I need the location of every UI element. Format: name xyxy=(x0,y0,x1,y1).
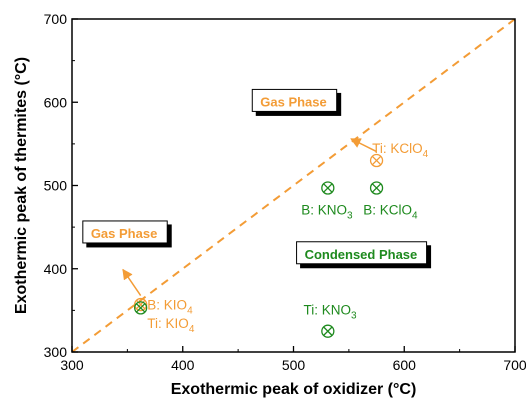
x-tick-label: 300 xyxy=(60,357,84,373)
phase-label: Gas Phase xyxy=(91,226,158,241)
y-axis-title: Exothermic peak of thermites (°C) xyxy=(13,57,30,314)
phase-annotations: Gas Phase Gas Phase Condensed Phase xyxy=(82,88,428,296)
y-tick-label: 300 xyxy=(44,344,68,360)
y-tick-label: 500 xyxy=(44,178,68,194)
phase-arrow xyxy=(122,268,142,296)
phase-label-box xyxy=(82,220,168,244)
phase-annotation: Gas Phase xyxy=(82,220,168,244)
x-tick-label: 600 xyxy=(393,357,417,373)
phase-annotation: Condensed Phase xyxy=(296,241,428,265)
data-point xyxy=(134,301,148,315)
y-tick-label: 600 xyxy=(44,94,68,110)
y-tick-label: 400 xyxy=(44,261,68,277)
data-points xyxy=(134,153,384,338)
axis-ticks xyxy=(71,18,516,353)
data-point xyxy=(321,324,335,338)
x-tick-label: 500 xyxy=(282,357,306,373)
data-point xyxy=(134,297,148,312)
data-point xyxy=(321,181,335,195)
x-axis-title: Exothermic peak of oxidizer (°C) xyxy=(171,381,417,398)
point-label: Ti: KClO4 xyxy=(372,141,429,160)
point-label: Ti: KIO4 xyxy=(147,316,195,335)
phase-label-box xyxy=(251,88,338,112)
point-label: B: KIO4 xyxy=(147,298,193,317)
point-label: B: KClO4 xyxy=(363,203,418,222)
phase-arrow xyxy=(350,138,377,153)
y-tick-label: 700 xyxy=(44,11,68,27)
phase-label-box xyxy=(296,241,428,265)
phase-annotation: Gas Phase xyxy=(251,88,338,112)
point-label: B: KNO3 xyxy=(301,203,353,222)
phase-label: Gas Phase xyxy=(260,94,327,109)
x-tick-label: 400 xyxy=(171,357,195,373)
x-tick-label: 700 xyxy=(503,357,526,373)
point-label: Ti: KNO3 xyxy=(303,303,357,322)
data-point xyxy=(369,181,384,195)
phase-label: Condensed Phase xyxy=(305,247,418,262)
data-point xyxy=(369,153,384,168)
